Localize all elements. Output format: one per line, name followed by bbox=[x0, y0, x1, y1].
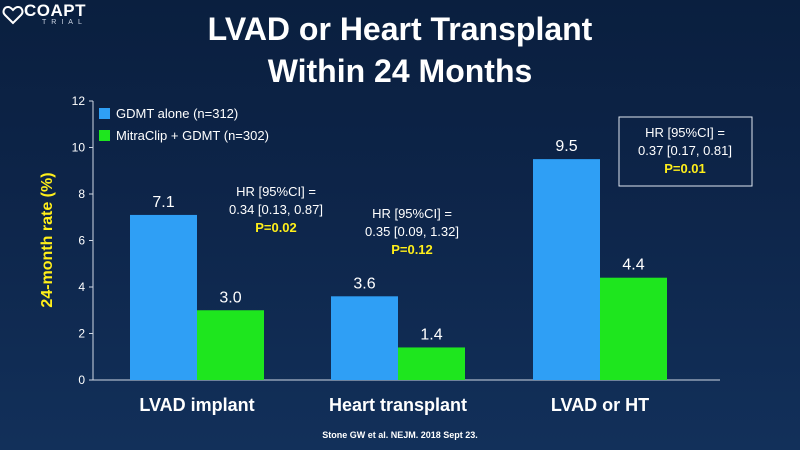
legend-label-0: GDMT alone (n=312) bbox=[116, 106, 238, 121]
bar-mitraclip-0 bbox=[197, 310, 264, 380]
y-tick-label: 10 bbox=[72, 141, 86, 155]
y-tick-label: 12 bbox=[72, 94, 86, 108]
bar-mitraclip-1 bbox=[398, 347, 465, 380]
bar-mitraclip-2 bbox=[600, 277, 667, 380]
citation-footer: Stone GW et al. NEJM. 2018 Sept 23. bbox=[322, 430, 478, 440]
hr-label: HR [95%CI] = bbox=[236, 184, 316, 199]
hr-value: 0.35 [0.09, 1.32] bbox=[365, 224, 459, 239]
title-line-2: Within 24 Months bbox=[267, 53, 533, 89]
data-label: 9.5 bbox=[555, 138, 577, 155]
p-value: P=0.01 bbox=[664, 161, 706, 176]
logo-subtext: TRIAL bbox=[42, 19, 87, 26]
hr-value: 0.37 [0.17, 0.81] bbox=[638, 143, 732, 158]
data-label: 7.1 bbox=[152, 194, 174, 211]
x-tick-label: LVAD implant bbox=[139, 395, 254, 415]
y-tick-label: 2 bbox=[78, 327, 85, 341]
y-tick-label: 4 bbox=[78, 280, 85, 294]
hr-label: HR [95%CI] = bbox=[372, 206, 452, 221]
y-axis-label: 24-month rate (%) bbox=[39, 172, 56, 307]
x-tick-label: Heart transplant bbox=[329, 395, 467, 415]
bar-gdmt-2 bbox=[533, 159, 600, 380]
data-label: 1.4 bbox=[420, 326, 442, 343]
hr-label: HR [95%CI] = bbox=[645, 125, 725, 140]
title-line-1: LVAD or Heart Transplant bbox=[207, 11, 593, 47]
bar-gdmt-1 bbox=[331, 296, 398, 380]
heart-outline-icon bbox=[2, 5, 24, 25]
logo-text: COAPT bbox=[24, 1, 86, 20]
y-tick-label: 8 bbox=[78, 187, 85, 201]
hr-annotation-box bbox=[618, 116, 753, 187]
x-tick-label: LVAD or HT bbox=[551, 395, 649, 415]
y-tick-label: 0 bbox=[78, 373, 85, 387]
legend-swatch-0 bbox=[99, 108, 110, 119]
legend-swatch-1 bbox=[99, 130, 110, 141]
p-value: P=0.02 bbox=[255, 220, 297, 235]
bar-gdmt-0 bbox=[130, 214, 197, 380]
coapt-logo: COAPT TRIAL bbox=[2, 1, 102, 30]
data-label: 3.0 bbox=[219, 289, 241, 306]
p-value: P=0.12 bbox=[391, 242, 433, 257]
y-tick-label: 6 bbox=[78, 234, 85, 248]
data-label: 3.6 bbox=[353, 275, 375, 292]
hr-value: 0.34 [0.13, 0.87] bbox=[229, 202, 323, 217]
legend-label-1: MitraClip + GDMT (n=302) bbox=[116, 128, 269, 143]
data-label: 4.4 bbox=[622, 257, 644, 274]
